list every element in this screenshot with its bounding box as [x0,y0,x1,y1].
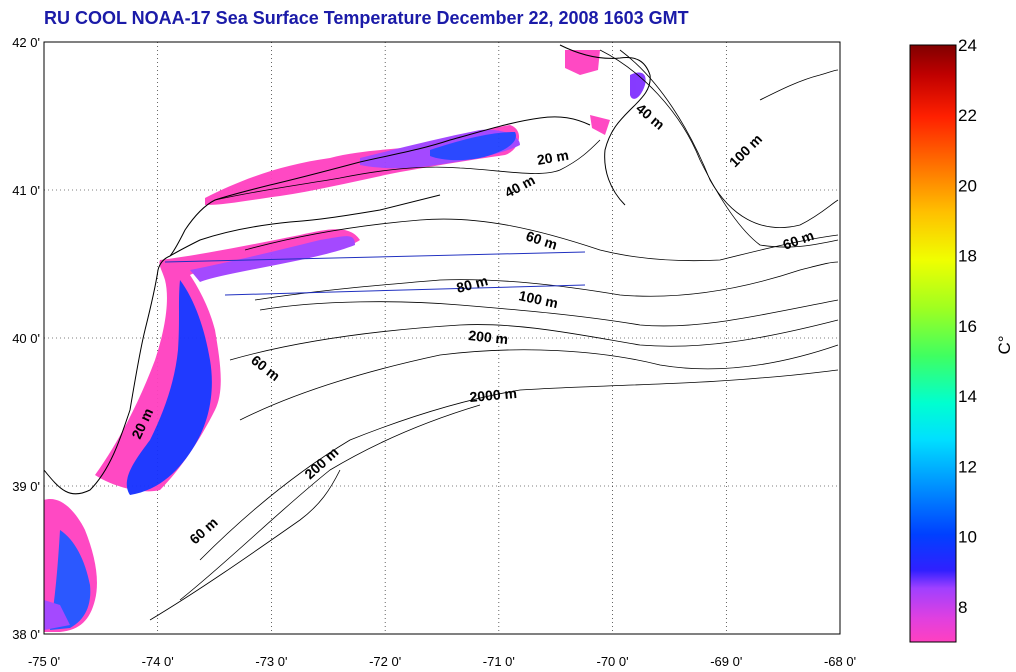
map-title: RU COOL NOAA-17 Sea Surface Temperature … [44,8,689,28]
coastline [43,44,651,634]
colorbar-tick-labels: 8 10 12 14 16 18 20 22 24 [958,36,977,617]
lon-tick-label: -75 0' [28,654,60,669]
latitude-tick-labels: 38 0' 39 0' 40 0' 41 0' 42 0' [12,35,40,642]
contour-label-2000m: 2000 m [469,385,518,405]
colorbar-label: C° [995,335,1014,354]
colorbar-tick-label: 24 [958,36,977,55]
transect-lines [164,251,586,296]
colorbar [909,44,957,643]
lat-tick-label: 41 0' [12,183,40,198]
colorbar-tick-label: 20 [958,176,977,195]
colorbar-tick-label: 22 [958,106,977,125]
lat-tick-label: 38 0' [12,627,40,642]
colorbar-tick-label: 16 [958,317,977,336]
colorbar-tick-label: 14 [958,387,977,406]
contour-label-200m: 200 m [468,327,509,347]
longitude-tick-labels: -75 0' -74 0' -73 0' -72 0' -71 0' -70 0' -69 … [28,654,856,669]
lon-tick-label: -68 0' [824,654,856,669]
lon-tick-label: -71 0' [483,654,515,669]
lon-tick-label: -72 0' [369,654,401,669]
colorbar-tick-label: 12 [958,457,977,476]
lon-tick-label: -70 0' [597,654,629,669]
lon-tick-label: -69 0' [710,654,742,669]
bathymetry-contours [149,49,839,621]
lat-tick-label: 39 0' [12,479,40,494]
lat-tick-label: 42 0' [12,35,40,50]
colorbar-tick-label: 8 [958,598,967,617]
lon-tick-label: -74 0' [142,654,174,669]
colorbar-tick-label: 18 [958,247,977,266]
lon-tick-label: -73 0' [255,654,287,669]
lat-tick-label: 40 0' [12,331,40,346]
contour-label-80m: 80 m [455,272,490,296]
colorbar-tick-label: 10 [958,528,977,547]
contour-label-20m-ne: 20 m [536,147,570,168]
